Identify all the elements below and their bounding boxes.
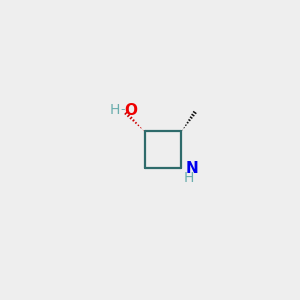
Text: H: H: [183, 172, 194, 185]
Text: N: N: [185, 161, 198, 176]
Text: O: O: [124, 103, 137, 118]
Text: H: H: [110, 103, 120, 117]
Text: -: -: [120, 103, 125, 116]
